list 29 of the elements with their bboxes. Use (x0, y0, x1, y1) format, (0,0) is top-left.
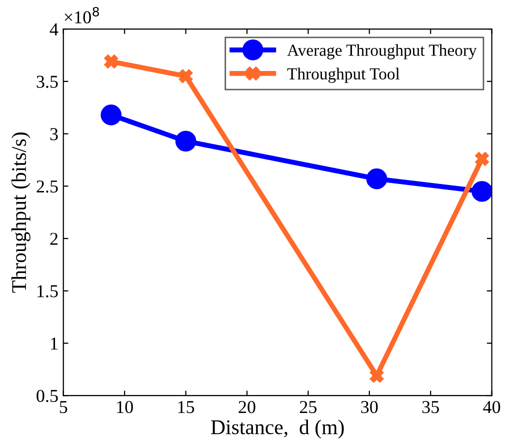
y-tick-label: 1.5 (38, 285, 58, 298)
text: ×10$^{8}$ (64, 6, 99, 24)
point (370, 368, 384, 383)
legend-label: Average Throughput Theory (287, 44, 477, 60)
x-tick-label: 5 (60, 401, 68, 414)
point (175, 130, 196, 152)
point (104, 54, 118, 68)
x-axis-title: Distance, d (m) (211, 420, 344, 438)
legend-label: Throughput Tool (287, 68, 400, 83)
x-tick-label: 40 (483, 400, 500, 414)
y-tick-label: 3.5 (36, 76, 58, 88)
x-tick-label: 15 (178, 401, 194, 414)
y-tick-label: 2 (50, 232, 58, 245)
x-tick-label: 20 (238, 400, 256, 414)
point (472, 180, 492, 202)
x-tick-label: 10 (117, 400, 133, 414)
y-tick-label: 0.5 (36, 390, 58, 402)
x-tick-label: 25 (300, 401, 317, 414)
point (366, 168, 388, 190)
x-tick-label: 35 (422, 401, 439, 414)
y-axis-title: Throughput (bits/s) (11, 132, 30, 293)
y-tick-label: 1 (51, 338, 58, 350)
point (178, 69, 193, 84)
y-tick-label: 2.5 (36, 180, 58, 193)
y-tick-label: 3 (50, 128, 58, 140)
point (100, 104, 122, 126)
y-tick-label: 4 (50, 23, 58, 36)
point (475, 152, 489, 166)
x-tick-label: 30 (361, 400, 378, 414)
